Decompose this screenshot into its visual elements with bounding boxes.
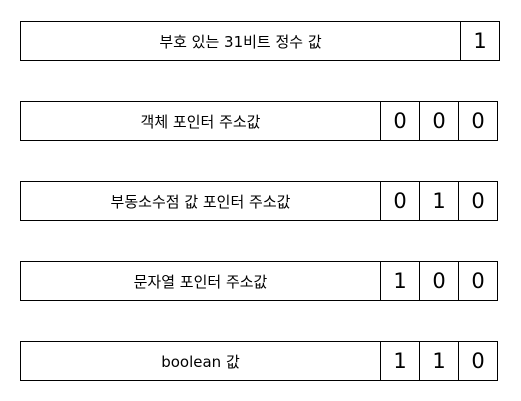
- row-label: boolean 값: [20, 341, 381, 381]
- tag-bit: 0: [458, 261, 498, 301]
- tag-bit: 0: [458, 181, 498, 221]
- tag-bit: 0: [419, 101, 459, 141]
- tag-bit: 0: [458, 341, 498, 381]
- row-label: 객체 포인터 주소값: [20, 101, 381, 141]
- tag-bit: 1: [380, 261, 420, 301]
- row-boolean: boolean 값 1 1 0: [20, 341, 498, 381]
- tag-bit: 0: [380, 181, 420, 221]
- row-label: 문자열 포인터 주소값: [20, 261, 381, 301]
- row-object-pointer: 객체 포인터 주소값 0 0 0: [20, 101, 498, 141]
- tag-bit: 0: [458, 101, 498, 141]
- tag-bit: 1: [380, 341, 420, 381]
- tag-bit: 1: [419, 341, 459, 381]
- row-label: 부호 있는 31비트 정수 값: [20, 21, 461, 61]
- row-int31: 부호 있는 31비트 정수 값 1: [20, 21, 500, 61]
- row-float-pointer: 부동소수점 값 포인터 주소값 0 1 0: [20, 181, 498, 221]
- row-string-pointer: 문자열 포인터 주소값 1 0 0: [20, 261, 498, 301]
- row-label: 부동소수점 값 포인터 주소값: [20, 181, 381, 221]
- tag-bit: 0: [380, 101, 420, 141]
- tag-bit: 1: [419, 181, 459, 221]
- tag-bit: 0: [419, 261, 459, 301]
- tag-bit: 1: [460, 21, 500, 61]
